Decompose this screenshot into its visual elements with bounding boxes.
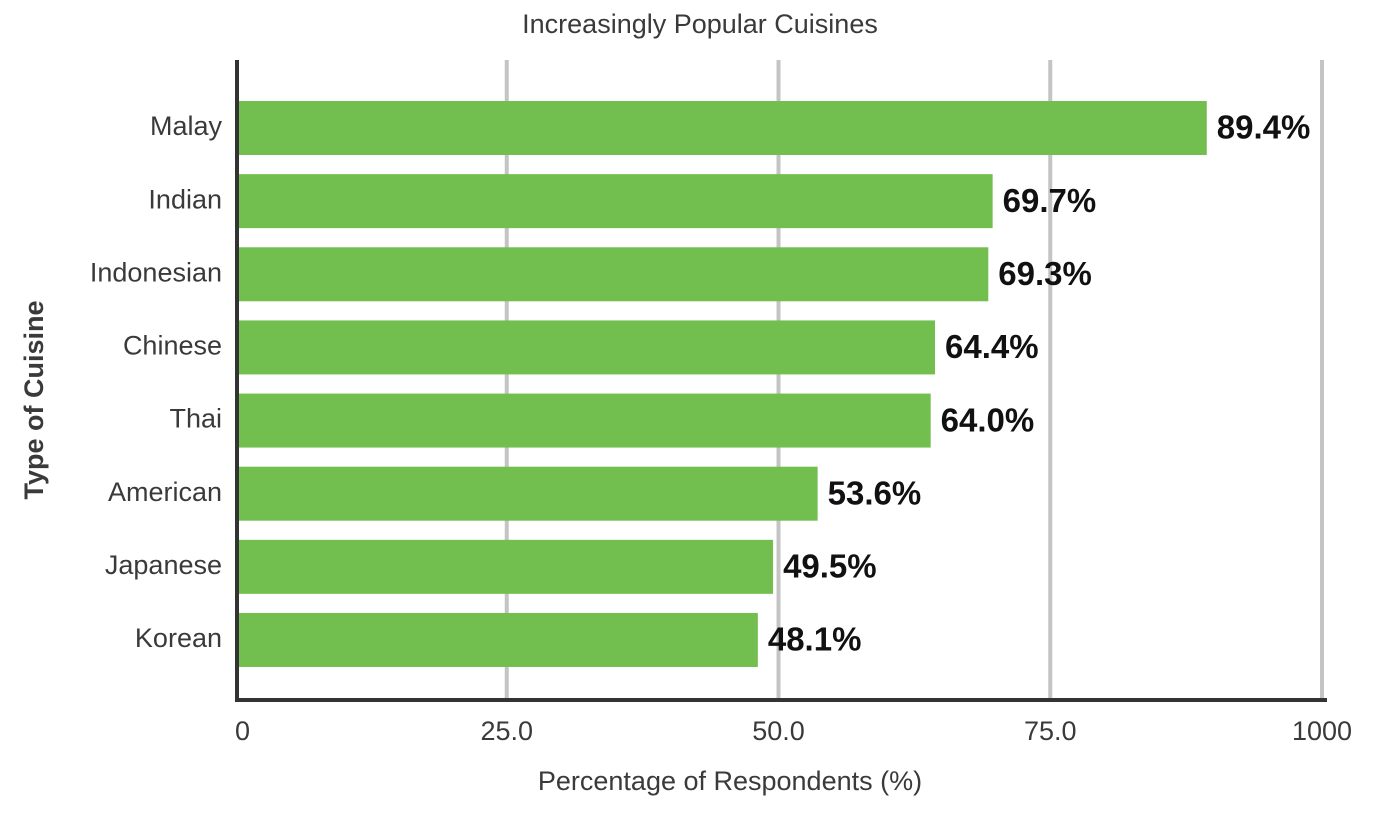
x-axis-label: Percentage of Respondents (%) <box>538 766 922 796</box>
y-tick-label: Thai <box>169 404 222 434</box>
bar <box>239 247 989 302</box>
bar <box>239 393 931 448</box>
data-label: 89.4% <box>1217 109 1311 146</box>
y-axis-label: Type of Cuisine <box>19 300 49 499</box>
y-tick-label: American <box>108 477 222 507</box>
y-tick-label: Korean <box>135 623 222 653</box>
y-tick-label: Chinese <box>123 331 222 361</box>
data-label: 69.7% <box>1003 182 1097 219</box>
y-tick-label: Japanese <box>105 550 222 580</box>
bar <box>239 320 936 375</box>
bar <box>239 612 758 667</box>
bar <box>239 101 1207 155</box>
bar <box>239 539 774 594</box>
x-tick-label: 75.0 <box>1024 716 1077 746</box>
x-tick-label: 50.0 <box>752 716 805 746</box>
chart-title: Increasingly Popular Cuisines <box>522 9 878 39</box>
x-tick-label: 0 <box>235 716 250 746</box>
y-tick-label: Malay <box>150 111 223 141</box>
data-label: 64.0% <box>941 401 1035 438</box>
y-tick-label: Indian <box>148 184 222 214</box>
x-tick-label: 1000 <box>1292 716 1352 746</box>
x-tick-label: 25.0 <box>480 716 533 746</box>
data-label: 53.6% <box>828 474 922 511</box>
data-label: 64.4% <box>945 328 1039 365</box>
data-label: 48.1% <box>768 621 862 658</box>
data-label: 69.3% <box>998 255 1092 292</box>
data-label: 49.5% <box>783 548 877 585</box>
bar <box>239 466 818 521</box>
bar <box>239 174 993 229</box>
y-tick-label: Indonesian <box>90 257 222 287</box>
